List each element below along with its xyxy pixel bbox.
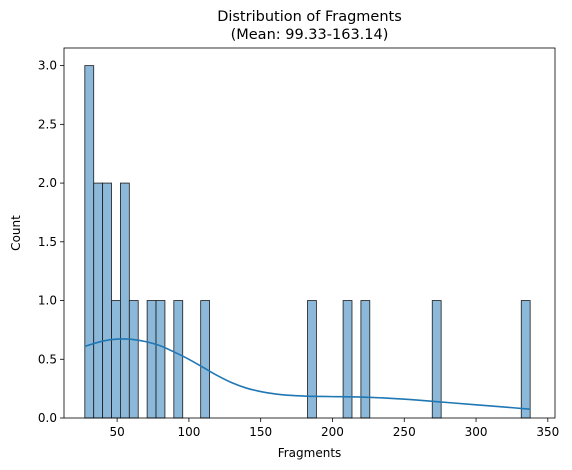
y-tick-label: 2.5 bbox=[38, 117, 57, 131]
histogram-bar bbox=[307, 300, 317, 419]
x-tick-label: 300 bbox=[465, 425, 488, 439]
histogram-bar bbox=[146, 300, 157, 419]
x-tick-label: 150 bbox=[249, 425, 272, 439]
histogram-bar bbox=[93, 182, 104, 419]
y-tick-label: 3.0 bbox=[38, 59, 57, 73]
chart-subtitle: (Mean: 99.33-163.14) bbox=[231, 27, 389, 43]
bars-layer bbox=[84, 65, 531, 419]
x-tick-label: 50 bbox=[109, 425, 124, 439]
histogram-bar bbox=[520, 300, 531, 419]
y-tick-label: 1.0 bbox=[38, 294, 57, 308]
histogram-bar bbox=[360, 300, 371, 419]
y-tick-label: 1.5 bbox=[38, 235, 57, 249]
kde-layer bbox=[84, 338, 531, 410]
histogram-bar bbox=[155, 300, 166, 419]
histogram-bar bbox=[173, 300, 184, 419]
x-tick-label: 100 bbox=[177, 425, 200, 439]
histogram-bar bbox=[200, 300, 210, 419]
plot-frame bbox=[63, 47, 556, 419]
axes-layer: 50 100 150 200 250 300 350 0.0 0.5 1.0 1.5 2.0 2.5 3.… bbox=[38, 47, 559, 439]
x-tick-label: 350 bbox=[536, 425, 559, 439]
x-tick-label: 250 bbox=[393, 425, 416, 439]
histogram-bar bbox=[120, 182, 130, 419]
x-tick-label: 200 bbox=[321, 425, 344, 439]
histogram-bar bbox=[84, 65, 95, 419]
y-axis-label: Count bbox=[9, 215, 23, 251]
histogram-bar bbox=[431, 300, 442, 419]
histogram-bar bbox=[342, 300, 353, 419]
histogram-bar bbox=[128, 300, 139, 419]
y-tick-label: 0.5 bbox=[38, 352, 57, 366]
x-axis-label: Fragments bbox=[278, 446, 342, 460]
chart-title: Distribution of Fragments bbox=[217, 9, 402, 25]
y-tick-label: 0.0 bbox=[38, 411, 57, 425]
histogram-bar bbox=[111, 300, 121, 419]
kde-line bbox=[84, 338, 531, 410]
y-tick-label: 2.0 bbox=[38, 176, 57, 190]
histogram-bar bbox=[102, 182, 112, 419]
